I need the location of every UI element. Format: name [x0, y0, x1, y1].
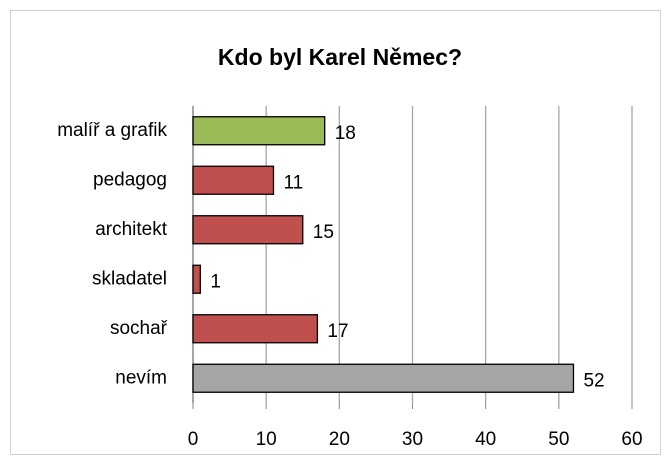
data-label: 17 [327, 321, 348, 342]
x-tick-label: 0 [188, 429, 199, 450]
x-tick-label: 20 [329, 429, 350, 450]
x-tick-label: 10 [256, 429, 277, 450]
bar [192, 363, 575, 393]
data-label: 15 [313, 222, 334, 243]
data-label: 1 [210, 271, 221, 292]
y-tick-label: sochař [110, 318, 168, 339]
x-tick-label: 40 [475, 429, 496, 450]
bar [192, 165, 275, 195]
x-tick-label: 50 [548, 429, 569, 450]
bar [192, 314, 319, 344]
y-tick-label: pedagog [93, 169, 167, 190]
data-label: 11 [283, 172, 303, 193]
y-tick-label: skladatel [92, 268, 167, 289]
bar [192, 264, 201, 294]
bar [192, 215, 304, 245]
chart-title: Kdo byl Karel Němec? [218, 44, 462, 70]
bar [192, 116, 326, 146]
data-label: 52 [583, 370, 604, 391]
data-label: 18 [335, 123, 356, 144]
y-tick-label: architekt [95, 219, 168, 240]
x-tick-label: 60 [621, 429, 642, 450]
y-tick-label: malíř a grafik [57, 120, 167, 141]
x-tick-label: 30 [402, 429, 423, 450]
y-tick-label: nevím [115, 367, 167, 388]
